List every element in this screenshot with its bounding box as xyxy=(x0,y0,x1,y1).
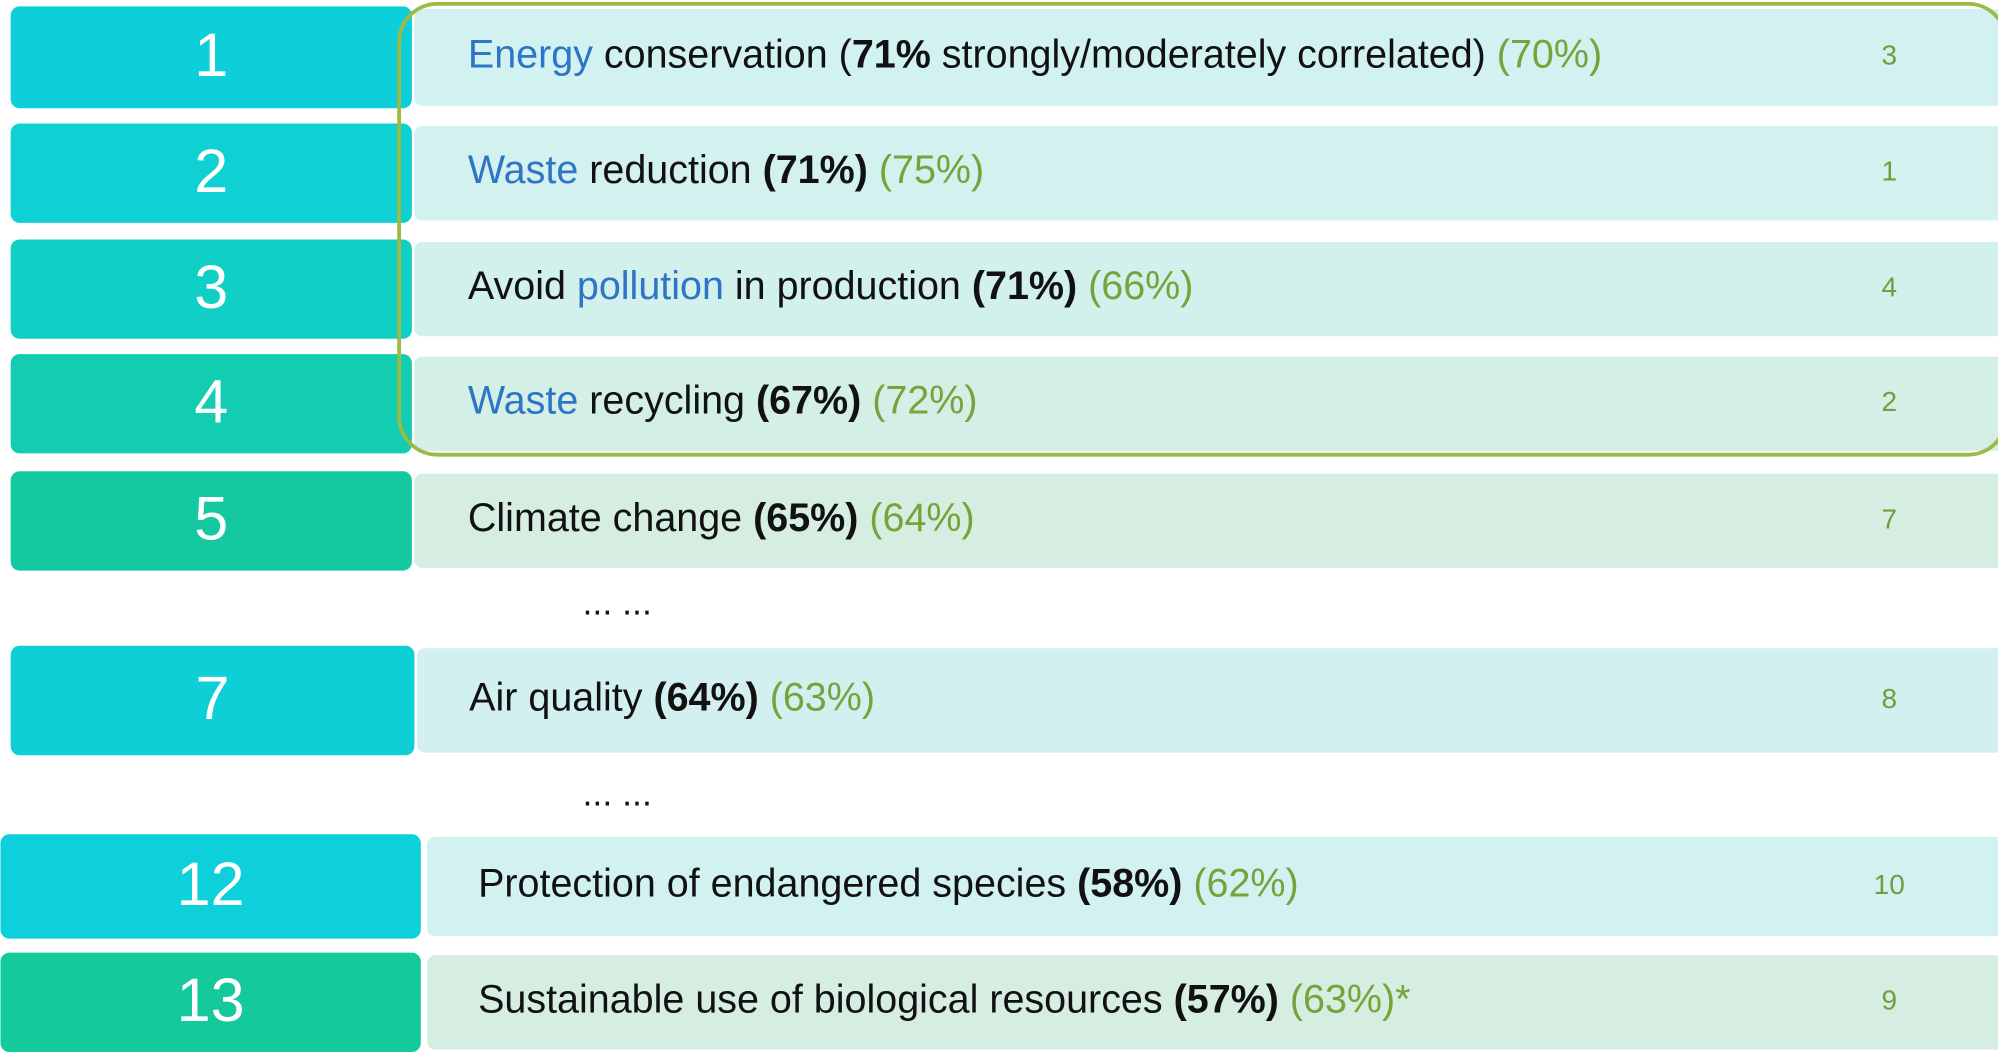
side-number: 7 xyxy=(1881,503,1897,534)
text-segment: 71% xyxy=(852,33,931,77)
side-number: 4 xyxy=(1881,272,1897,303)
item-text: Air quality (64%) (63%) xyxy=(469,676,875,720)
text-segment: pollution xyxy=(577,265,724,309)
text-segment: Waste xyxy=(468,379,578,423)
text-segment: (63%) xyxy=(759,676,875,720)
rank-number: 3 xyxy=(194,253,228,321)
highlight-frame xyxy=(397,1,1998,457)
text-segment: Protection of endangered species xyxy=(478,862,1077,906)
rank-number: 12 xyxy=(177,850,245,918)
side-number: 9 xyxy=(1881,985,1897,1016)
item-text: Protection of endangered species (58%) (… xyxy=(478,862,1299,906)
rank-box xyxy=(10,6,412,109)
text-segment: conservation ( xyxy=(593,33,852,77)
text-segment: (67%) xyxy=(756,379,861,423)
side-number: 3 xyxy=(1881,40,1897,71)
rank-box xyxy=(10,354,412,454)
item-text: Energy conservation (71% strongly/modera… xyxy=(468,33,1602,77)
text-segment: (71%) xyxy=(763,149,868,193)
side-number: 2 xyxy=(1881,386,1897,417)
text-segment: reduction xyxy=(578,149,762,193)
item-text: Sustainable use of biological resources … xyxy=(478,978,1410,1022)
text-segment: Sustainable use of biological resources xyxy=(478,978,1174,1022)
rank-box xyxy=(0,834,421,939)
item-text: Climate change (65%) (64%) xyxy=(468,496,975,540)
text-segment: (70%) xyxy=(1497,33,1602,77)
rank-number: 2 xyxy=(194,137,228,205)
text-segment: (62%) xyxy=(1182,862,1298,906)
item-text: Waste reduction (71%) (75%) xyxy=(468,149,984,193)
rank-number: 4 xyxy=(194,367,228,435)
text-segment: (58%) xyxy=(1077,862,1182,906)
text-bar xyxy=(427,955,1998,1050)
side-number: 1 xyxy=(1881,156,1897,187)
text-segment: (63%)* xyxy=(1279,978,1411,1022)
side-number: 8 xyxy=(1881,683,1897,714)
ellipsis: ... ... xyxy=(583,773,652,813)
text-segment: (65%) xyxy=(753,496,858,540)
text-segment: (64%) xyxy=(653,676,758,720)
text-bar xyxy=(414,126,1998,221)
text-segment: in production xyxy=(724,265,972,309)
side-number: 10 xyxy=(1874,869,1905,900)
ellipsis: ... ... xyxy=(583,582,652,622)
rank-box xyxy=(10,645,415,756)
text-segment: (57%) xyxy=(1174,978,1279,1022)
text-segment: (75%) xyxy=(868,149,984,193)
rank-number: 7 xyxy=(196,664,230,732)
item-text: Waste recycling (67%) (72%) xyxy=(468,379,978,423)
text-segment: (72%) xyxy=(861,379,977,423)
text-segment: (64%) xyxy=(858,496,974,540)
text-bar xyxy=(414,473,1998,569)
rank-number: 5 xyxy=(194,485,228,553)
text-bar xyxy=(427,836,1998,937)
rank-box xyxy=(10,471,412,571)
rank-box xyxy=(10,123,412,223)
text-segment: Energy xyxy=(468,33,593,77)
rank-box xyxy=(10,239,412,339)
text-segment: Air quality xyxy=(469,676,653,720)
text-segment: Climate change xyxy=(468,496,753,540)
text-bar xyxy=(416,648,1998,753)
text-segment: strongly/moderately correlated) xyxy=(931,33,1497,77)
text-segment: Avoid xyxy=(468,265,577,309)
text-segment: Waste xyxy=(468,149,578,193)
rank-box xyxy=(0,952,421,1052)
rank-number: 1 xyxy=(194,21,228,89)
text-segment: (66%) xyxy=(1077,265,1193,309)
text-bar xyxy=(414,356,1998,451)
text-bar xyxy=(414,8,1998,106)
text-bar xyxy=(414,241,1998,337)
text-segment: recycling xyxy=(578,379,756,423)
text-segment: (71%) xyxy=(972,265,1077,309)
rank-number: 13 xyxy=(177,966,245,1034)
item-text: Avoid pollution in production (71%) (66%… xyxy=(468,265,1193,309)
